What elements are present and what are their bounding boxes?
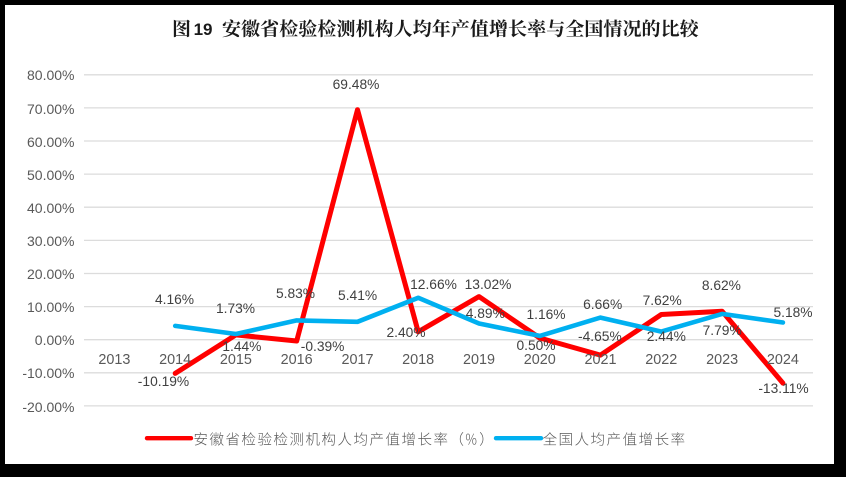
svg-text:19: 19 [194,20,213,39]
